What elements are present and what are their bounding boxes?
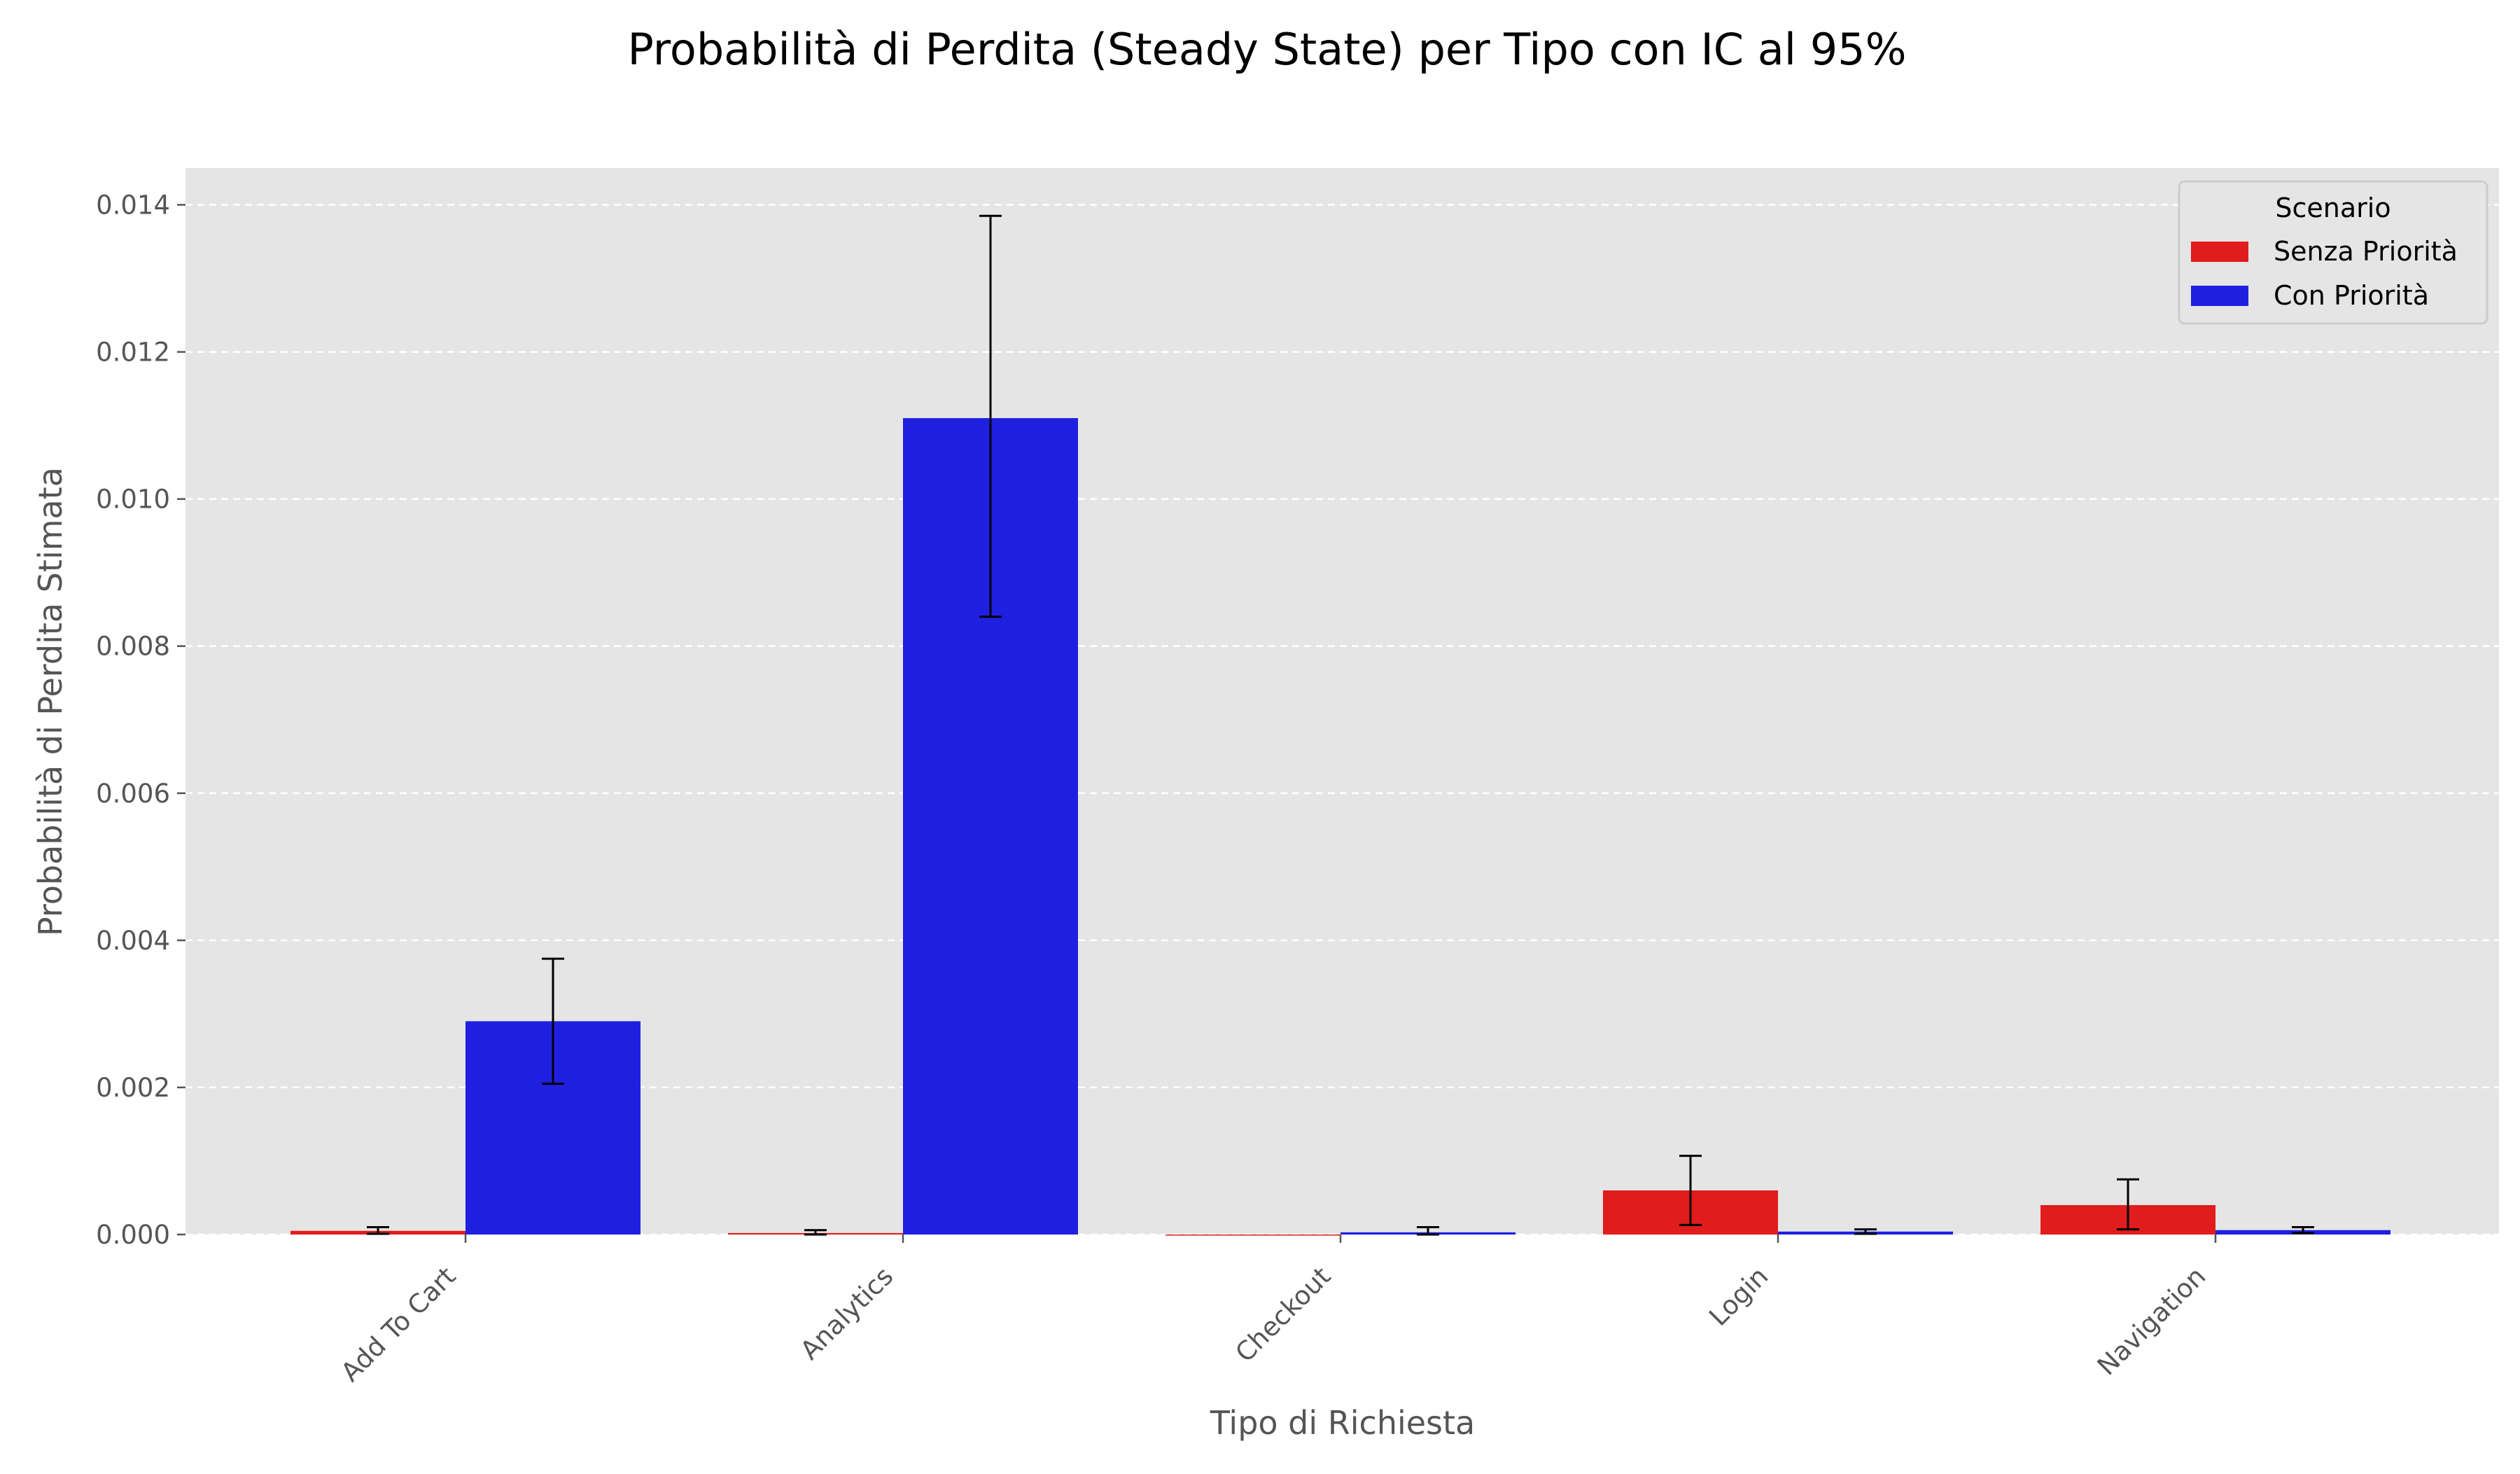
error-bars — [367, 214, 2314, 1236]
y-tick-label: 0.006 — [96, 779, 170, 809]
legend-box — [2178, 180, 2488, 325]
y-tick-label: 0.004 — [96, 926, 170, 956]
x-tick-label: Login — [1703, 1261, 1774, 1332]
x-axis-ticks: Add To Cart Analytics Checkout Login Navigat… — [335, 1235, 2217, 1388]
y-tick-label: 0.014 — [96, 190, 170, 221]
bar — [1166, 1235, 1340, 1236]
y-axis-ticks: 0.000 0.002 0.004 0.006 0.008 0.010 0.012 0.014 — [96, 190, 186, 1250]
legend-title: Scenario — [2275, 193, 2390, 223]
legend-label-senza-priorita: Senza Priorità — [2274, 236, 2458, 267]
y-tick-label: 0.002 — [96, 1073, 170, 1103]
x-tick-label: Checkout — [1230, 1261, 1337, 1368]
y-tick-label: 0.010 — [96, 485, 170, 515]
x-tick-label: Add To Cart — [335, 1261, 462, 1388]
legend-swatch-con-priorita — [2191, 286, 2248, 306]
x-axis-label: Tipo di Richiesta — [1210, 1404, 1476, 1442]
x-tick-label: Navigation — [2092, 1261, 2212, 1382]
y-tick-label: 0.008 — [96, 632, 170, 662]
y-tick-label: 0.000 — [96, 1220, 170, 1250]
legend: Scenario Senza Priorità Con Priorità — [2178, 180, 2488, 325]
chart-title: Probabilità di Perdita (Steady State) pe… — [627, 24, 1906, 75]
y-tick-label: 0.012 — [96, 338, 170, 368]
legend-label-con-priorita: Con Priorità — [2274, 280, 2429, 311]
x-tick-label: Analytics — [794, 1261, 899, 1365]
legend-swatch-senza-priorita — [2191, 242, 2248, 262]
y-axis-label: Probabilità di Perdita Stimata — [31, 467, 69, 936]
